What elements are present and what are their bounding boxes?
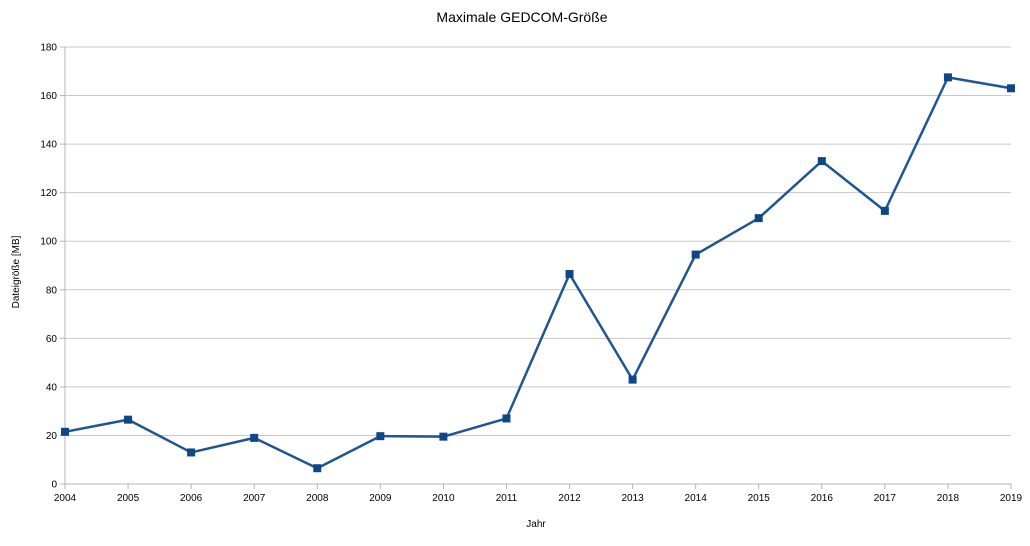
series [61, 73, 1015, 473]
x-tick-label: 2019 [1000, 493, 1023, 504]
data-point-marker [1007, 84, 1015, 93]
data-point-marker [439, 432, 448, 441]
data-point-marker [754, 214, 763, 223]
y-tick-labels: 0 20 40 60 80 100 120 140 160 180 [40, 43, 57, 491]
data-point-marker [817, 157, 826, 166]
x-tick-label: 2008 [306, 493, 329, 504]
y-tick-label: 120 [40, 188, 57, 199]
x-tick-label: 2015 [748, 493, 771, 504]
y-axis-label: Dateigröße [MB] [11, 235, 22, 308]
x-tick-label: 2017 [874, 493, 897, 504]
x-tick-label: 2010 [432, 493, 455, 504]
x-tick-label: 2007 [243, 493, 266, 504]
x-tick-label: 2009 [369, 493, 392, 504]
data-point-marker [187, 448, 196, 457]
data-point-marker [880, 206, 889, 215]
grid-lines [65, 46, 1011, 436]
data-point-marker [124, 415, 133, 424]
y-tick-label: 180 [40, 43, 57, 54]
y-tick-label: 40 [46, 382, 58, 393]
y-tick-label: 140 [40, 140, 57, 151]
y-tick-label: 60 [46, 334, 58, 345]
data-point-marker [628, 375, 637, 384]
x-axis-label: Jahr [526, 519, 546, 530]
chart-title: Maximale GEDCOM-Größe [436, 9, 607, 25]
data-point-marker [943, 73, 952, 82]
y-tick-label: 80 [46, 285, 58, 296]
x-tick-labels: 2004 2005 2006 2007 2008 2009 2010 2011 2012 2013… [54, 493, 1023, 504]
data-point-marker [61, 427, 69, 436]
y-tick-label: 100 [40, 237, 57, 248]
x-tick-label: 2006 [180, 493, 203, 504]
data-point-marker [313, 464, 322, 473]
x-tick-label: 2018 [937, 493, 960, 504]
data-point-marker [565, 269, 574, 278]
x-tick-label: 2011 [496, 493, 518, 504]
data-point-marker [691, 250, 700, 259]
y-tick-label: 0 [51, 480, 57, 491]
data-point-marker [502, 414, 511, 423]
x-tick-label: 2012 [558, 493, 581, 504]
series-line [64, 76, 1012, 470]
data-point-marker [250, 433, 259, 442]
y-tick-label: 20 [46, 431, 58, 442]
x-tick-label: 2013 [621, 493, 644, 504]
axes [60, 46, 1012, 489]
x-tick-label: 2004 [54, 493, 77, 504]
x-tick-label: 2005 [117, 493, 140, 504]
x-tick-label: 2014 [685, 493, 708, 504]
y-tick-label: 160 [40, 91, 57, 102]
x-tick-label: 2016 [811, 493, 834, 504]
data-point-marker [376, 432, 385, 441]
